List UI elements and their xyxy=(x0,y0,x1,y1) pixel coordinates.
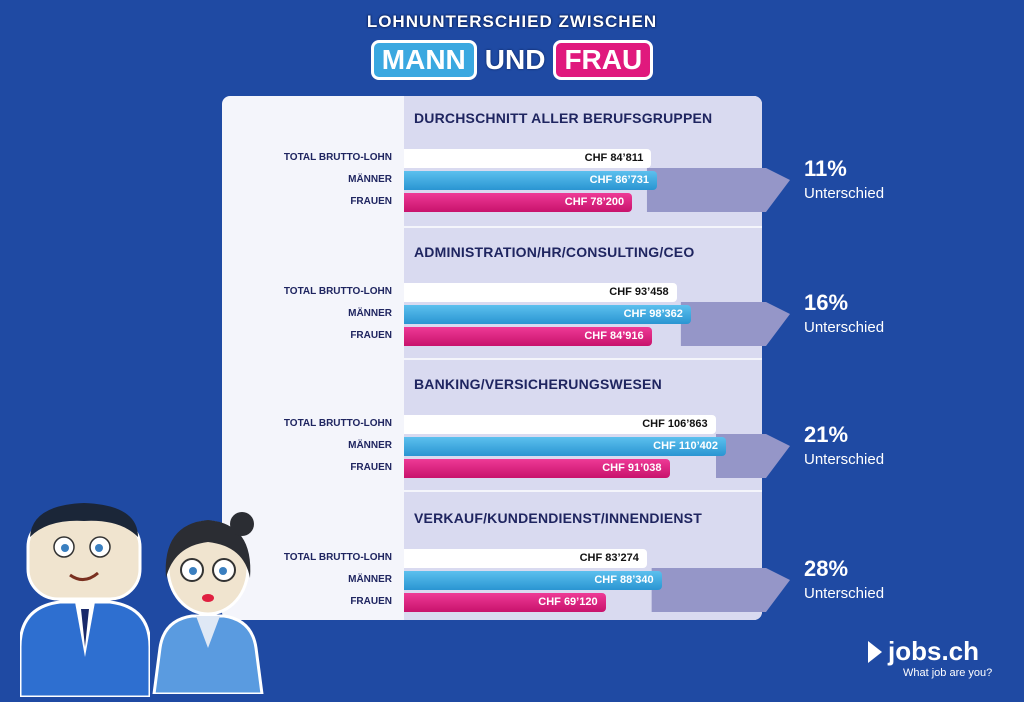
row-label-men: MÄNNER xyxy=(348,308,392,319)
difference-percent: 11% xyxy=(804,156,847,181)
difference-percent: 21% xyxy=(804,422,849,447)
men-bar: CHF 110’402 xyxy=(404,437,726,456)
jobs-logo[interactable]: jobs.ch What job are you? xyxy=(868,636,992,679)
row-label-women: FRAUEN xyxy=(350,196,392,207)
section-title: DURCHSCHNITT ALLER BERUFSGRUPPEN xyxy=(414,110,713,126)
difference-label: Unterschied xyxy=(804,185,885,202)
title-woman-tag: FRAU xyxy=(553,40,654,80)
difference-label: Unterschied xyxy=(804,585,885,602)
row-label-men: MÄNNER xyxy=(348,440,392,451)
men-bar: CHF 88’340 xyxy=(404,571,662,590)
row-label-women: FRAUEN xyxy=(350,596,392,607)
difference-arrow xyxy=(646,168,790,212)
logo-name: jobs.ch xyxy=(888,636,980,666)
men-bar: CHF 86’731 xyxy=(404,171,657,190)
difference-arrow xyxy=(651,568,790,612)
row-label-women: FRAUEN xyxy=(350,462,392,473)
man-character xyxy=(18,497,152,702)
title-man-tag: MANN xyxy=(370,40,477,80)
section-title: ADMINISTRATION/HR/CONSULTING/CEO xyxy=(414,244,695,260)
woman-character xyxy=(152,508,264,699)
section-divider xyxy=(404,358,762,360)
logo-wordmark: jobs.ch xyxy=(868,636,992,667)
logo-tagline: What job are you? xyxy=(903,667,993,679)
women-bar: CHF 91’038 xyxy=(404,459,670,478)
row-label-total: TOTAL BRUTTO-LOHN xyxy=(283,152,392,163)
total-bar: CHF 83’274 xyxy=(404,549,647,568)
difference-percent: 28% xyxy=(804,556,849,581)
row-label-men: MÄNNER xyxy=(348,174,392,185)
row-label-total: TOTAL BRUTTO-LOHN xyxy=(283,552,392,563)
men-bar: CHF 98’362 xyxy=(404,305,691,324)
row-label-total: TOTAL BRUTTO-LOHN xyxy=(283,286,392,297)
section-title: VERKAUF/KUNDENDIENST/INNENDIENST xyxy=(414,510,702,526)
difference-label: Unterschied xyxy=(804,451,885,468)
title-und: UND xyxy=(484,44,546,75)
row-label-men: MÄNNER xyxy=(348,574,392,585)
play-icon xyxy=(868,640,882,663)
infographic-title: LOHNUNTERSCHIED ZWISCHEN MANN UND FRAU xyxy=(0,12,1024,80)
women-bar: CHF 84’916 xyxy=(404,327,652,346)
total-bar: CHF 93’458 xyxy=(404,283,677,302)
difference-percent: 16% xyxy=(804,290,849,315)
women-bar: CHF 78’200 xyxy=(404,193,633,212)
title-line-1: LOHNUNTERSCHIED ZWISCHEN xyxy=(366,12,658,31)
total-bar: CHF 106’863 xyxy=(404,415,716,434)
title-line-2: MANN UND FRAU xyxy=(0,40,1024,80)
total-bar: CHF 84’811 xyxy=(404,149,652,168)
difference-arrow xyxy=(680,302,790,346)
section-divider xyxy=(404,490,762,492)
women-bar: CHF 69’120 xyxy=(404,593,606,612)
section-title: BANKING/VERSICHERUNGSWESEN xyxy=(414,376,662,392)
section-divider xyxy=(404,226,762,228)
difference-label: Unterschied xyxy=(804,319,885,336)
row-label-women: FRAUEN xyxy=(350,330,392,341)
row-label-total: TOTAL BRUTTO-LOHN xyxy=(283,418,392,429)
difference-arrow xyxy=(716,434,790,478)
